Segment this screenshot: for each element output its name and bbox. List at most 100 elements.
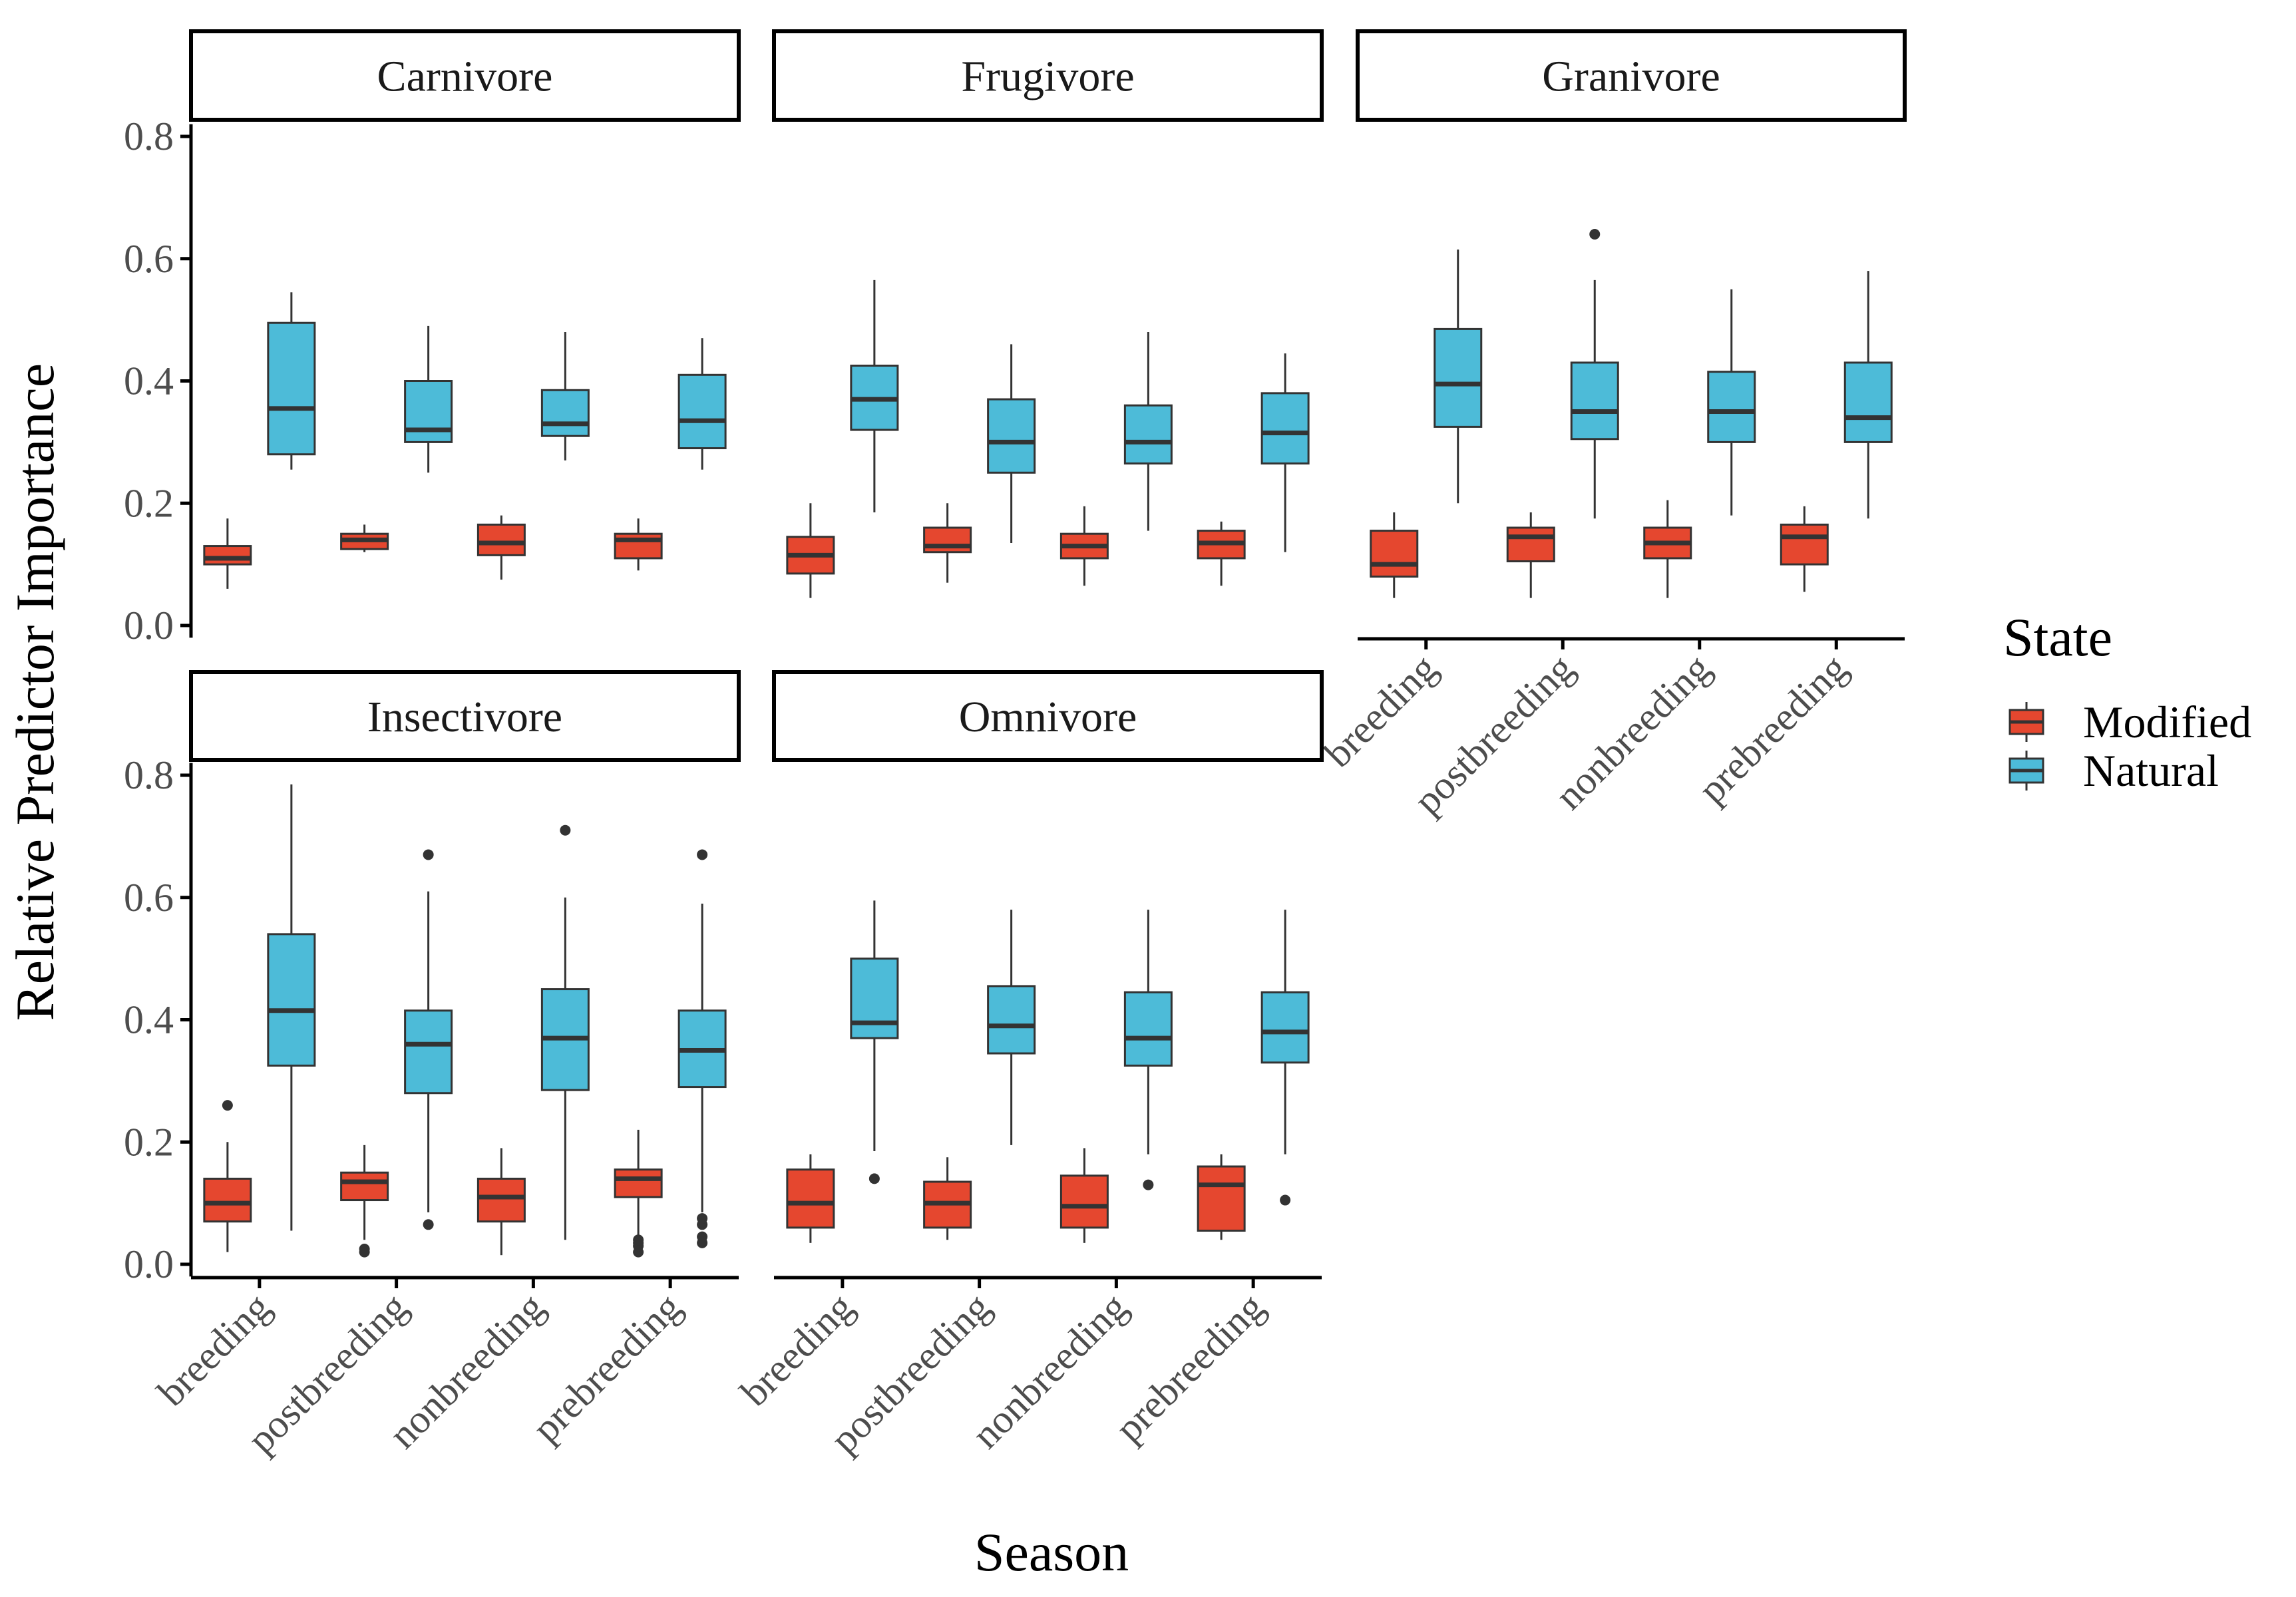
outlier-point <box>222 1100 233 1111</box>
box-postbreeding-modified <box>923 1157 972 1240</box>
x-tick-label: prebreeding <box>1107 1285 1272 1451</box>
facet-panel-omnivore: Omnivorebreedingpostbreedingnonbreedingp… <box>732 670 1324 1461</box>
outlier-point <box>697 1231 708 1242</box>
facet-strip-label: Granivore <box>1542 53 1720 101</box>
box-breeding-natural <box>1434 249 1483 504</box>
legend-title: State <box>2003 607 2112 667</box>
facet-strip-label: Insectivore <box>367 693 562 741</box>
facet-strip-label: Carnivore <box>377 53 553 101</box>
facet-panel-carnivore: Carnivore 0.0 0.2 0.4 0.6 0.8 <box>124 29 741 647</box>
y-axis-title: Relative Predictor Importance <box>5 363 65 1021</box>
outlier-point <box>560 824 571 836</box>
box-prebreeding-natural <box>677 338 727 470</box>
y-tick-label: 0.0 <box>124 1242 174 1286</box>
box-body <box>987 985 1036 1055</box>
box-postbreeding-natural <box>404 325 453 473</box>
box-body <box>923 526 972 554</box>
box-body <box>786 1168 835 1229</box>
outlier-point <box>423 1219 434 1230</box>
box-prebreeding-modified <box>1197 521 1246 586</box>
box-postbreeding-natural <box>987 344 1036 543</box>
box-body <box>987 398 1036 474</box>
box-breeding-natural <box>267 292 316 470</box>
legend-label-natural: Natural <box>2083 745 2219 796</box>
box-prebreeding-modified <box>614 518 663 571</box>
box-body <box>1843 361 1893 443</box>
box-body <box>1123 404 1173 465</box>
x-tick-label: breeding <box>1316 646 1445 776</box>
box-breeding-modified <box>1370 512 1419 598</box>
facet-panel-granivore: Granivorebreedingpostbreedingnonbreeding… <box>1316 29 1907 822</box>
y-tick-label: 0.4 <box>124 998 174 1042</box>
box-postbreeding-modified <box>1506 512 1555 598</box>
box-body <box>1434 327 1483 428</box>
box-body <box>1123 991 1173 1067</box>
facet-strip <box>1356 29 1907 122</box>
box-nonbreeding-natural <box>540 332 590 460</box>
box-postbreeding-natural <box>404 849 453 1230</box>
legend-key-natural <box>2009 751 2044 791</box>
box-nonbreeding-modified <box>1059 506 1109 586</box>
outlier-point <box>1280 1194 1291 1206</box>
x-tick-label: breeding <box>732 1285 862 1415</box>
box-body <box>1707 371 1756 443</box>
outlier-point <box>633 1234 644 1246</box>
box-nonbreeding-natural <box>1707 289 1756 516</box>
box-prebreeding-natural <box>677 849 727 1248</box>
box-body <box>203 545 252 566</box>
box-breeding-natural <box>267 784 316 1231</box>
facet-strip <box>772 670 1324 762</box>
box-body <box>677 373 727 450</box>
y-tick-label: 0.2 <box>124 1120 174 1164</box>
box-body <box>1570 361 1619 441</box>
legend-label-modified: Modified <box>2083 697 2251 747</box>
x-tick-label: prebreeding <box>1690 646 1855 812</box>
box-prebreeding-natural <box>1260 910 1310 1206</box>
box-body <box>203 1177 252 1223</box>
box-prebreeding-modified <box>1780 506 1829 592</box>
box-body <box>477 1177 526 1223</box>
outlier-point <box>423 849 434 860</box>
box-prebreeding-modified <box>1197 1154 1246 1240</box>
box-nonbreeding-modified <box>1059 1148 1109 1243</box>
box-nonbreeding-modified <box>477 1148 526 1256</box>
box-body <box>614 532 663 560</box>
box-body <box>340 1171 389 1202</box>
facet-panels: Carnivore 0.0 0.2 0.4 0.6 0.8 Frugivore Granivo… <box>124 29 1907 1461</box>
outlier-point <box>359 1244 370 1255</box>
box-postbreeding-modified <box>923 503 972 583</box>
outlier-point <box>697 1213 708 1224</box>
box-nonbreeding-natural <box>1123 332 1173 531</box>
box-breeding-natural <box>850 900 899 1184</box>
box-body <box>477 523 526 556</box>
box-body <box>1197 1165 1246 1232</box>
box-nonbreeding-modified <box>477 515 526 580</box>
box-nonbreeding-modified <box>1643 500 1692 598</box>
box-breeding-modified <box>786 503 835 598</box>
facet-panel-frugivore: Frugivore <box>772 29 1324 598</box>
facet-panel-insectivore: Insectivore0.00.20.40.60.8breedingpostbr… <box>124 670 741 1461</box>
box-nonbreeding-natural <box>1123 910 1173 1190</box>
x-tick-label: prebreeding <box>524 1285 689 1451</box>
facet-strip <box>772 29 1324 122</box>
facet-strip-label: Omnivore <box>959 693 1137 741</box>
box-postbreeding-modified <box>340 1145 389 1258</box>
x-tick-label: breeding <box>149 1285 279 1415</box>
box-postbreeding-modified <box>340 524 389 552</box>
facet-strip-label: Frugivore <box>961 53 1134 101</box>
x-axis-title: Season <box>974 1522 1129 1582</box>
y-tick-label: 0.4 <box>124 359 174 403</box>
box-postbreeding-natural <box>987 910 1036 1145</box>
box-body <box>1506 526 1555 563</box>
box-body <box>540 389 590 437</box>
box-breeding-modified <box>203 1100 252 1252</box>
y-tick-label: 0.2 <box>124 481 174 525</box>
box-breeding-modified <box>203 518 252 589</box>
box-body <box>850 958 899 1039</box>
outlier-point <box>1589 229 1601 240</box>
box-prebreeding-modified <box>614 1129 663 1258</box>
box-breeding-modified <box>786 1154 835 1243</box>
box-body <box>404 1009 453 1095</box>
outlier-point <box>1143 1179 1154 1190</box>
